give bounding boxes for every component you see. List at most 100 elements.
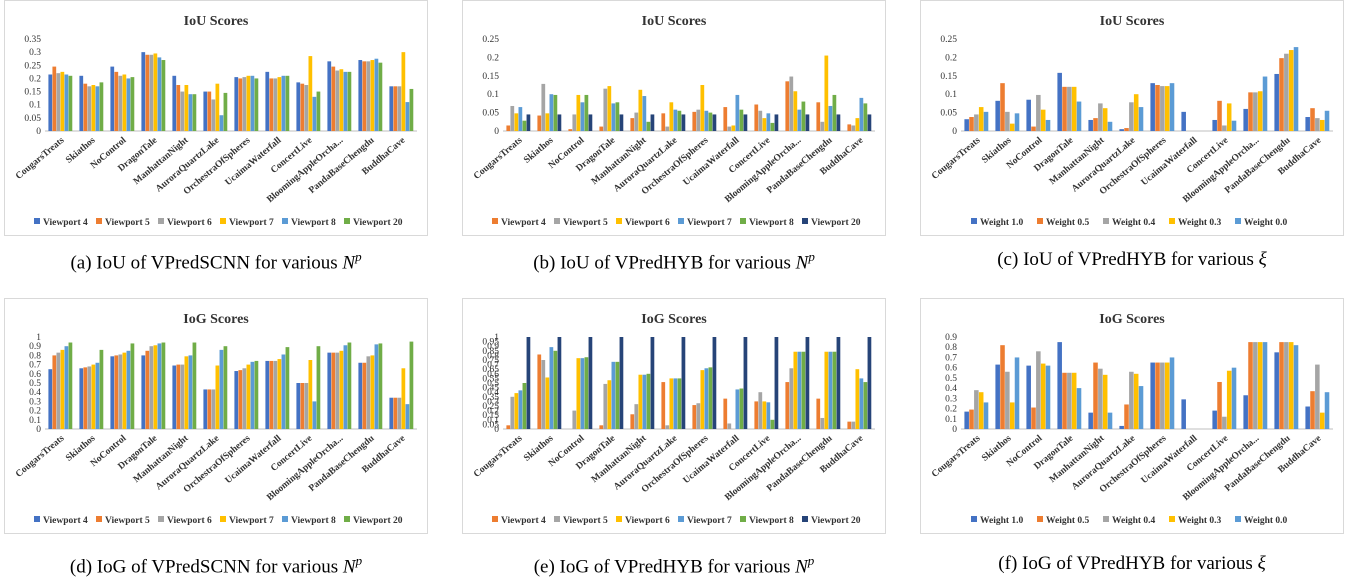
bar	[1310, 108, 1315, 131]
bar	[1129, 102, 1134, 131]
bar	[234, 77, 239, 131]
bar	[269, 360, 274, 429]
legend-swatch	[1169, 516, 1175, 522]
bar	[1000, 83, 1005, 131]
bar	[83, 367, 88, 429]
y-tick-label: 0.4	[29, 388, 41, 398]
bar	[176, 364, 181, 429]
bar	[696, 109, 701, 131]
legend-swatch	[96, 218, 102, 224]
bar	[820, 417, 825, 429]
bar	[223, 92, 228, 131]
bar	[820, 121, 825, 131]
caption-variable: N	[795, 556, 808, 578]
bar	[378, 62, 383, 131]
bar	[619, 114, 624, 131]
bar	[68, 342, 73, 429]
bar	[1076, 101, 1082, 131]
caption-text: (a) IoU of VPredSCNN for various	[70, 252, 343, 274]
bar	[1160, 362, 1165, 429]
bar	[785, 382, 790, 429]
bar	[580, 102, 585, 131]
bar	[801, 351, 806, 429]
bar	[362, 61, 367, 132]
bar	[343, 71, 348, 131]
bar	[669, 378, 674, 429]
legend-label: Viewport 7	[229, 218, 274, 228]
bar	[397, 86, 402, 131]
legend-label: Viewport 20	[353, 218, 403, 228]
bar	[669, 102, 674, 131]
bar	[712, 337, 717, 429]
bar	[300, 383, 305, 429]
bar	[327, 352, 332, 429]
bar	[1243, 108, 1248, 131]
x-category-label: ManhattanNight	[132, 433, 191, 485]
bar	[572, 114, 577, 131]
chart-area-c: IoU Scores 0 0.05 0.1 0.15 0.2 0.25 CougarsTrea…	[920, 0, 1344, 236]
chart-panel-b: IoU Scores 0 0.05 0.1 0.15 0.2 0.25 CougarsTrea…	[458, 0, 890, 290]
bar	[1062, 86, 1067, 131]
caption-superscript: p	[355, 553, 363, 568]
bar	[700, 85, 705, 131]
bar	[978, 392, 984, 429]
bar	[1014, 113, 1020, 131]
bar	[526, 337, 531, 429]
bar	[110, 356, 115, 429]
bar	[1133, 373, 1139, 429]
bar	[1253, 342, 1258, 429]
bar	[665, 425, 670, 429]
bar	[1212, 410, 1217, 429]
bar	[1212, 119, 1217, 131]
bar	[339, 69, 344, 131]
x-category-label: CougarsTreats	[930, 433, 982, 479]
bar	[1279, 58, 1284, 131]
y-tick-label: 0.9	[945, 333, 957, 343]
bar	[300, 83, 305, 131]
chart-area-d: IoG Scores 0 0.1 0.2 0.3 0.4 0.5 0.6 0.7 0.8 0.9 1 C…	[4, 298, 428, 534]
bar	[1248, 342, 1253, 429]
legend-swatch	[1235, 218, 1241, 224]
bar	[79, 368, 84, 429]
bar	[797, 351, 802, 429]
bar	[615, 361, 620, 429]
y-tick-label: 0.5	[487, 379, 499, 389]
bar	[1009, 402, 1015, 429]
bar	[1088, 412, 1093, 429]
bar	[126, 350, 131, 429]
bar	[506, 425, 511, 429]
bar	[176, 85, 181, 131]
bar	[312, 96, 317, 131]
bar	[1036, 94, 1041, 131]
bar	[1222, 125, 1227, 131]
legend-swatch	[34, 218, 40, 224]
bar	[1119, 425, 1124, 429]
bar	[1288, 50, 1294, 131]
legend-swatch	[971, 516, 977, 522]
bar	[211, 389, 216, 429]
y-tick-label: 0.6	[487, 370, 499, 380]
bar	[1093, 118, 1098, 131]
y-tick-label: 0	[952, 127, 957, 137]
legend-swatch	[1235, 516, 1241, 522]
bar	[219, 349, 224, 429]
bar	[153, 53, 158, 131]
bar	[847, 124, 852, 131]
bar	[696, 403, 701, 429]
bar	[545, 113, 550, 131]
legend-swatch	[220, 516, 226, 522]
y-tick-label: 0.2	[945, 53, 957, 63]
bar	[60, 349, 65, 429]
y-tick-label: 0.6	[945, 364, 957, 374]
bar	[203, 91, 208, 131]
bar	[774, 337, 779, 429]
bar	[836, 114, 841, 131]
bar	[273, 78, 278, 131]
x-category-label: UcaimaWaterfall	[682, 135, 742, 188]
bar	[366, 61, 371, 132]
bar	[805, 114, 810, 131]
caption-variable: ξ	[1258, 249, 1267, 270]
bar	[1005, 111, 1010, 131]
y-tick-label: 0.2	[487, 407, 499, 417]
bar	[1319, 412, 1325, 429]
